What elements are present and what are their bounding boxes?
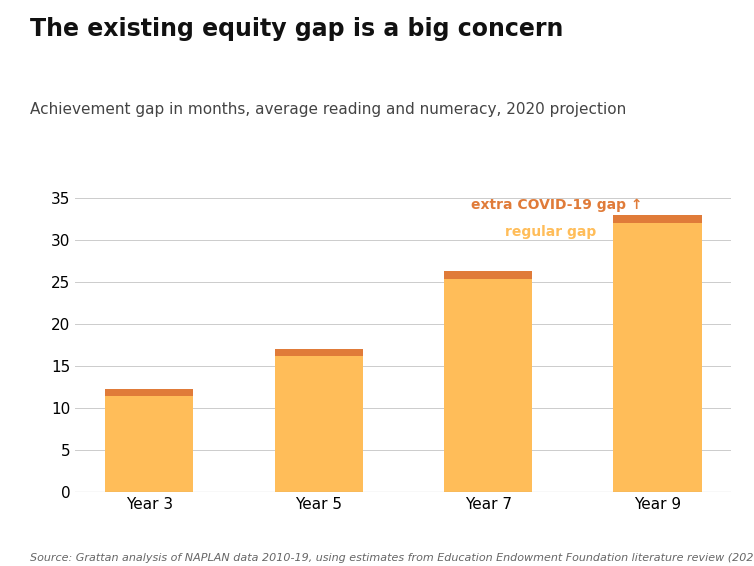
Bar <box>614 224 701 492</box>
Bar <box>106 396 193 492</box>
Text: Achievement gap in months, average reading and numeracy, 2020 projection: Achievement gap in months, average readi… <box>30 102 627 117</box>
Bar <box>614 215 701 224</box>
Bar <box>106 389 193 396</box>
Text: Source: Grattan analysis of NAPLAN data 2010-19, using estimates from Education : Source: Grattan analysis of NAPLAN data … <box>30 553 754 563</box>
Text: The existing equity gap is a big concern: The existing equity gap is a big concern <box>30 17 563 41</box>
Bar <box>444 279 532 492</box>
Bar <box>274 349 363 356</box>
Bar <box>274 356 363 492</box>
Text: extra COVID-19 gap ↑: extra COVID-19 gap ↑ <box>471 199 642 212</box>
Text: regular gap: regular gap <box>505 225 596 239</box>
Bar <box>444 271 532 279</box>
